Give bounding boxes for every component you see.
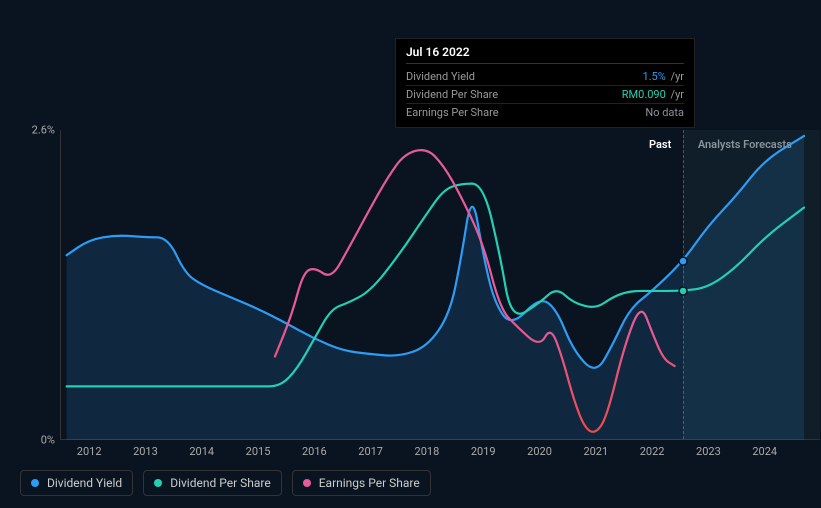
tooltip-rows: Dividend Yield1.5% /yrDividend Per Share… [406, 68, 684, 121]
series-area-dividend_yield [67, 136, 804, 440]
x-axis-label: 2016 [302, 439, 327, 458]
x-axis-label: 2017 [358, 439, 383, 458]
tooltip-row-label: Earnings Per Share [406, 106, 499, 119]
chart-svg [61, 130, 821, 440]
legend-label: Dividend Per Share [170, 476, 271, 490]
legend-label: Dividend Yield [47, 476, 122, 490]
x-axis-label: 2020 [527, 439, 552, 458]
legend: Dividend Yield Dividend Per Share Earnings… [20, 470, 431, 496]
tooltip-row-value: RM0.090 [622, 88, 666, 101]
tooltip-date: Jul 16 2022 [406, 45, 684, 64]
x-axis-label: 2023 [696, 439, 721, 458]
chart-container: Jul 16 2022 Dividend Yield1.5% /yrDivide… [20, 20, 806, 458]
legend-dot-icon [154, 479, 162, 487]
tooltip-row: Dividend Per Share RM0.090 /yr [406, 86, 684, 104]
legend-item-dividend-yield[interactable]: Dividend Yield [20, 470, 133, 496]
plot-area[interactable]: Past Analysts Forecasts 0%2.6%2012201320… [60, 130, 820, 440]
x-axis-label: 2012 [77, 439, 102, 458]
tooltip-row-suffix: /yr [668, 88, 684, 101]
tooltip-row: Earnings Per Share No data [406, 104, 684, 121]
x-axis-label: 2021 [583, 439, 608, 458]
legend-item-earnings-per-share[interactable]: Earnings Per Share [292, 470, 431, 496]
tooltip-row-label: Dividend Yield [406, 70, 475, 83]
tooltip-row: Dividend Yield 1.5% /yr [406, 68, 684, 86]
legend-item-dividend-per-share[interactable]: Dividend Per Share [143, 470, 282, 496]
tooltip-row-suffix: /yr [668, 70, 684, 83]
legend-dot-icon [303, 479, 311, 487]
x-axis-label: 2022 [640, 439, 665, 458]
tooltip-row-value: 1.5% [642, 70, 665, 83]
series-marker-dividend_yield [679, 257, 687, 265]
forecast-label: Analysts Forecasts [698, 138, 792, 151]
series-marker-dividend_per_share [679, 287, 687, 295]
legend-label: Earnings Per Share [319, 476, 420, 490]
legend-dot-icon [31, 479, 39, 487]
x-axis-label: 2018 [415, 439, 440, 458]
x-axis-label: 2015 [246, 439, 271, 458]
x-axis-label: 2014 [189, 439, 214, 458]
x-axis-label: 2013 [133, 439, 158, 458]
y-axis-label: 0% [41, 434, 61, 447]
y-axis-label: 2.6% [32, 124, 61, 137]
tooltip-row-label: Dividend Per Share [406, 88, 498, 101]
x-axis-label: 2024 [752, 439, 777, 458]
x-axis-label: 2019 [471, 439, 496, 458]
past-label: Past [649, 138, 671, 151]
chart-tooltip: Jul 16 2022 Dividend Yield1.5% /yrDivide… [395, 38, 695, 128]
tooltip-row-value: No data [645, 106, 684, 119]
